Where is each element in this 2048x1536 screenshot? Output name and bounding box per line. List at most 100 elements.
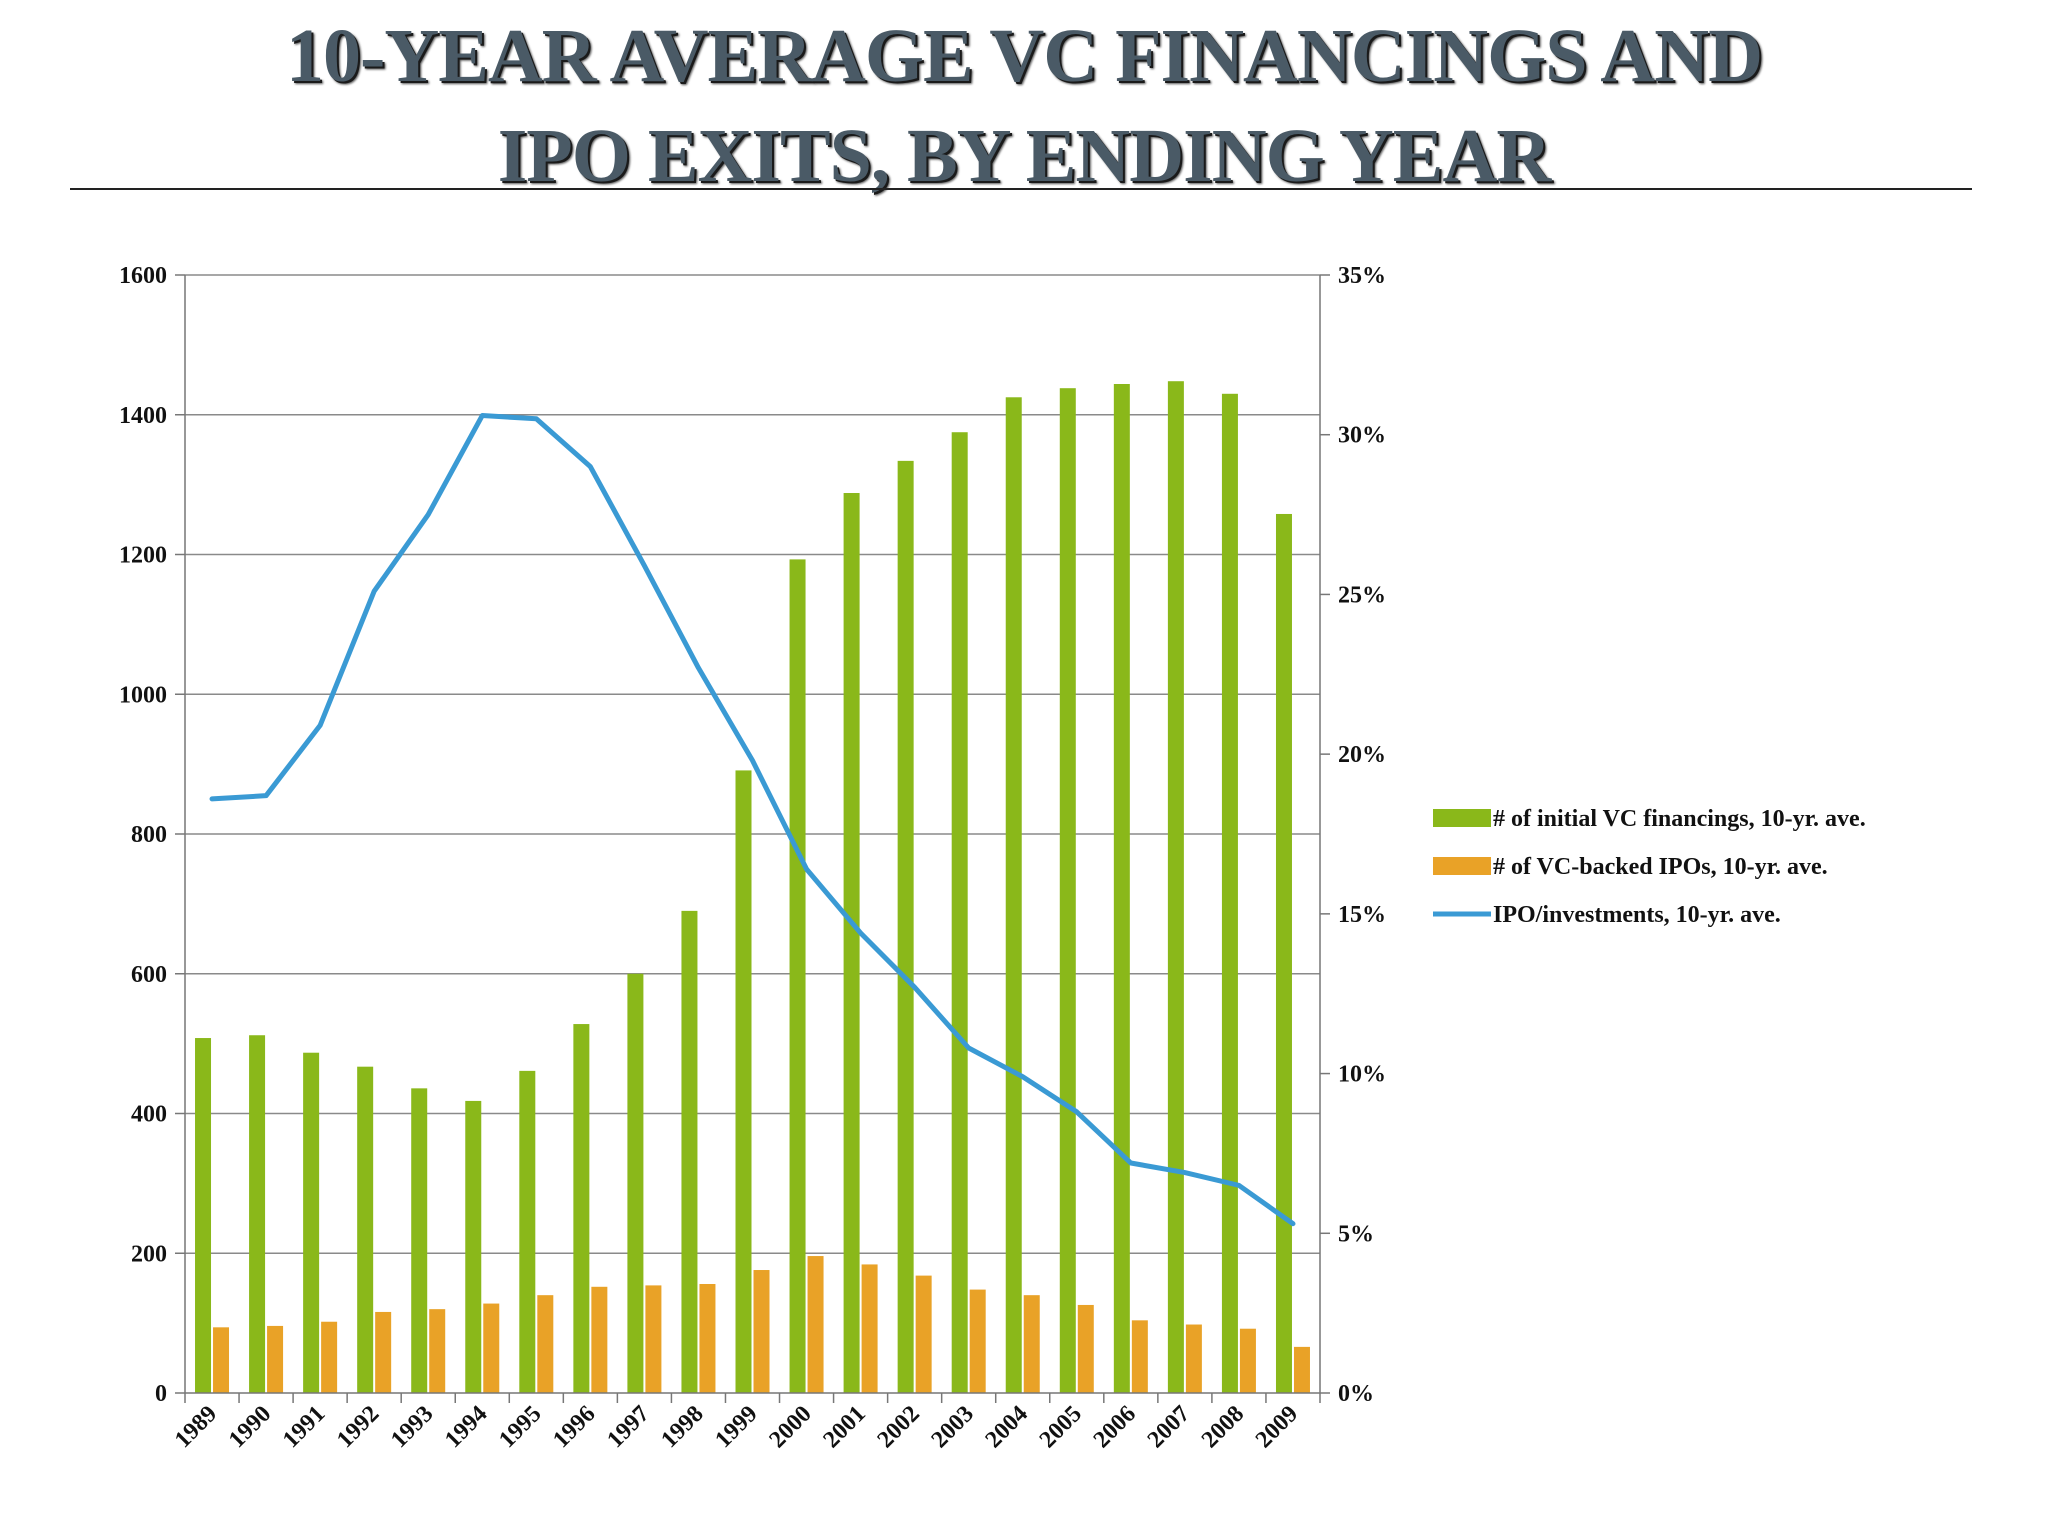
y-right-tick-label: 15% <box>1338 902 1386 928</box>
legend-label: # of initial VC financings, 10-yr. ave. <box>1493 806 1866 832</box>
y-left-tick-label: 1000 <box>119 682 167 708</box>
ipo-bar <box>1131 1320 1148 1393</box>
ratio-point <box>265 795 267 797</box>
financings-bar <box>357 1066 374 1393</box>
ratio-point <box>968 1047 970 1049</box>
ipo-bar <box>1077 1304 1094 1393</box>
ratio-point <box>697 667 699 669</box>
financings-bar <box>1059 388 1076 1393</box>
bars <box>195 381 1310 1394</box>
financings-bar <box>249 1035 266 1393</box>
financings-bar <box>1275 513 1292 1393</box>
ratio-point <box>1076 1111 1078 1113</box>
x-tick-label: 1990 <box>224 1401 276 1453</box>
y-right-tick-label: 10% <box>1338 1062 1386 1088</box>
x-tick-label: 1995 <box>494 1401 546 1453</box>
ipo-bar <box>969 1289 986 1393</box>
ratio-point <box>211 798 213 800</box>
ratio-line-layer <box>209 413 1296 1227</box>
y-left-tick-label: 1400 <box>119 403 167 429</box>
y-left-tick-label: 800 <box>131 822 167 848</box>
ipo-bar <box>861 1264 878 1393</box>
y-left-tick-label: 1600 <box>119 263 167 289</box>
financings-bar <box>1113 384 1130 1393</box>
y-left-tick-label: 0 <box>155 1381 167 1407</box>
ratio-point <box>1292 1223 1294 1225</box>
ipo-bar <box>483 1303 500 1393</box>
financings-bar <box>573 1024 590 1393</box>
x-tick-label: 1999 <box>710 1401 762 1453</box>
ipo-bar <box>1293 1346 1310 1393</box>
y-right-tick-label: 30% <box>1338 423 1386 449</box>
financings-bar <box>627 973 644 1393</box>
ratio-point <box>319 724 321 726</box>
y-right-tick-label: 35% <box>1338 263 1386 289</box>
slide-title: 10-YEAR AVERAGE VC FINANCINGS AND IPO EX… <box>0 0 2048 206</box>
y-left-tick-label: 1200 <box>119 543 167 569</box>
ipo-bar <box>267 1325 284 1393</box>
ipo-bar <box>1239 1328 1256 1393</box>
x-tick-label: 2006 <box>1089 1401 1141 1453</box>
legend: # of initial VC financings, 10-yr. ave. #… <box>1433 806 1866 928</box>
financings-bar <box>843 493 860 1393</box>
ipo-bar <box>645 1285 662 1393</box>
financings-bar <box>1005 397 1022 1393</box>
x-tick-label: 2001 <box>819 1401 871 1453</box>
financings-bar <box>1221 393 1238 1394</box>
ipo-bar <box>915 1275 932 1393</box>
y-right-tick-label: 25% <box>1338 582 1386 608</box>
ratio-point <box>752 760 753 762</box>
title-line-1: 10-YEAR AVERAGE VC FINANCINGS AND <box>286 14 1763 98</box>
financings-bar <box>735 770 752 1393</box>
legend-label: IPO/investments, 10-yr. ave. <box>1493 902 1781 928</box>
ratio-point <box>373 590 375 592</box>
y-right-tick-label: 0% <box>1338 1381 1374 1407</box>
x-tick-label: 1993 <box>386 1401 438 1453</box>
title-divider <box>70 188 1972 190</box>
x-tick-label: 1991 <box>278 1401 330 1453</box>
financings-bar <box>1167 381 1184 1394</box>
ratio-point <box>1022 1076 1024 1078</box>
ipo-bar <box>1185 1324 1202 1393</box>
y-right-tick-label: 5% <box>1338 1221 1374 1247</box>
ratio-point <box>806 868 808 870</box>
x-tick-label: 2009 <box>1251 1401 1303 1453</box>
ipo-bar <box>1023 1295 1040 1393</box>
ratio-point <box>589 466 591 468</box>
ratio-point <box>1238 1184 1240 1186</box>
financings-bar <box>681 910 698 1393</box>
x-tick-label: 1998 <box>656 1401 708 1453</box>
y-left-tick-label: 600 <box>131 962 167 988</box>
x-tick-label: 2002 <box>873 1401 925 1453</box>
y-right-tick-label: 20% <box>1338 742 1386 768</box>
ratio-point <box>914 986 916 988</box>
financings-bar <box>789 559 806 1393</box>
x-tick-label: 1994 <box>440 1401 492 1453</box>
financings-bar <box>951 432 968 1393</box>
ratio-point <box>481 415 483 417</box>
legend-label: # of VC-backed IPOs, 10-yr. ave. <box>1493 854 1828 880</box>
financings-bar <box>303 1052 320 1393</box>
title-line-2: IPO EXITS, BY ENDING YEAR <box>497 114 1552 198</box>
financings-bar <box>411 1088 428 1393</box>
financings-bar <box>519 1070 536 1393</box>
x-tick-label: 1996 <box>548 1401 600 1453</box>
ipo-bar <box>699 1283 716 1393</box>
x-tick-label: 2007 <box>1143 1401 1195 1453</box>
ratio-point <box>427 514 429 516</box>
ratio-point <box>1184 1172 1186 1174</box>
x-tick-label: 1992 <box>332 1401 384 1453</box>
x-tick-label: 2005 <box>1035 1401 1087 1453</box>
x-tick-label: 1997 <box>602 1401 654 1453</box>
financings-bar <box>465 1100 482 1393</box>
ratio-line <box>209 413 1296 1227</box>
x-tick-label: 1989 <box>170 1401 222 1453</box>
y-left-tick-label: 400 <box>131 1102 167 1128</box>
x-tick-label: 2000 <box>764 1401 816 1453</box>
financings-bar <box>195 1038 212 1393</box>
x-tick-label: 2008 <box>1197 1401 1249 1453</box>
ipo-bar <box>321 1321 338 1393</box>
ipo-bar <box>807 1256 824 1393</box>
ipo-bar <box>429 1309 446 1393</box>
ratio-point <box>1130 1162 1132 1164</box>
